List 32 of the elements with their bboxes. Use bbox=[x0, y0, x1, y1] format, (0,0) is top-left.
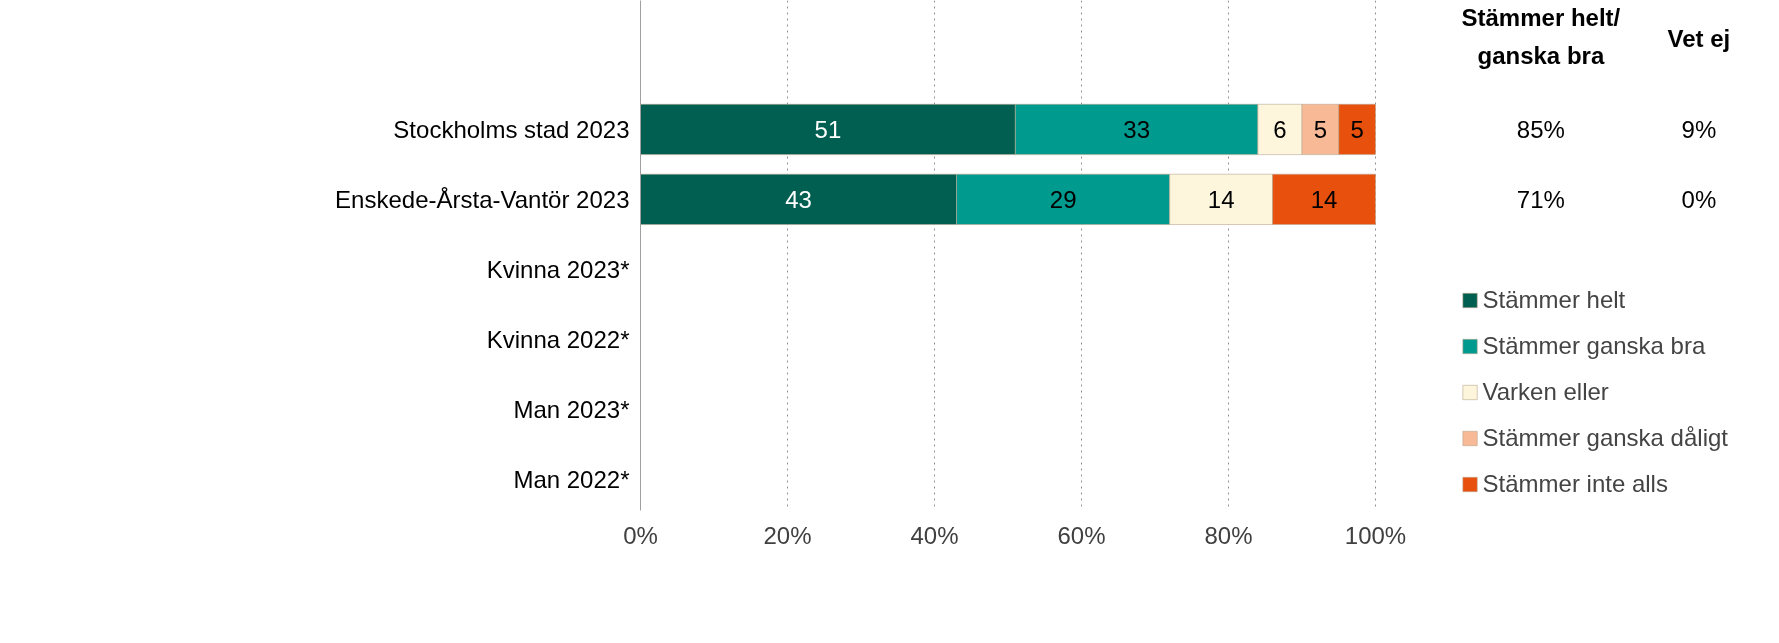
y-tick-label: Enskede-Årsta-Vantör 2023 bbox=[335, 185, 630, 213]
data-label: 29 bbox=[1049, 185, 1077, 213]
x-tick-label: 60% bbox=[1057, 521, 1106, 549]
legend-label: Stämmer ganska dåligt bbox=[1482, 424, 1728, 452]
text: Vet ej bbox=[1667, 25, 1731, 53]
y-tick-label: Man 2023* bbox=[513, 395, 630, 423]
legend-label: Stämmer ganska bra bbox=[1482, 332, 1706, 360]
legend-label: Stämmer helt bbox=[1482, 286, 1626, 314]
data-label: 51 bbox=[814, 115, 842, 143]
data-label: 5 bbox=[1313, 115, 1328, 143]
legend-label: Varken eller bbox=[1482, 378, 1609, 406]
x-tick-label: 40% bbox=[910, 521, 959, 549]
text: 85% bbox=[1516, 115, 1565, 143]
data-label: 33 bbox=[1123, 115, 1150, 143]
text: 0% bbox=[1681, 185, 1717, 213]
y-tick-label: Man 2022* bbox=[513, 465, 630, 493]
x-tick-label: 100% bbox=[1344, 521, 1407, 549]
y-tick-label: Kvinna 2023* bbox=[486, 255, 630, 283]
data-label: 14 bbox=[1310, 185, 1338, 213]
y-tick-label: Kvinna 2022* bbox=[486, 325, 630, 353]
x-tick-label: 80% bbox=[1204, 521, 1253, 549]
data-label: 5 bbox=[1350, 115, 1364, 143]
text: Stämmer helt/ ganska bra bbox=[1461, 4, 1621, 70]
y-tick-label: Stockholms stad 2023 bbox=[393, 115, 630, 143]
x-tick-label: 0% bbox=[623, 521, 658, 549]
data-label: 6 bbox=[1273, 115, 1287, 143]
legend-label: Stämmer inte alls bbox=[1482, 470, 1668, 498]
data-label: 43 bbox=[785, 185, 812, 213]
text: 71% bbox=[1516, 185, 1565, 213]
x-tick-label: 20% bbox=[763, 521, 812, 549]
text: 9% bbox=[1681, 115, 1717, 143]
data-label: 14 bbox=[1207, 185, 1235, 213]
